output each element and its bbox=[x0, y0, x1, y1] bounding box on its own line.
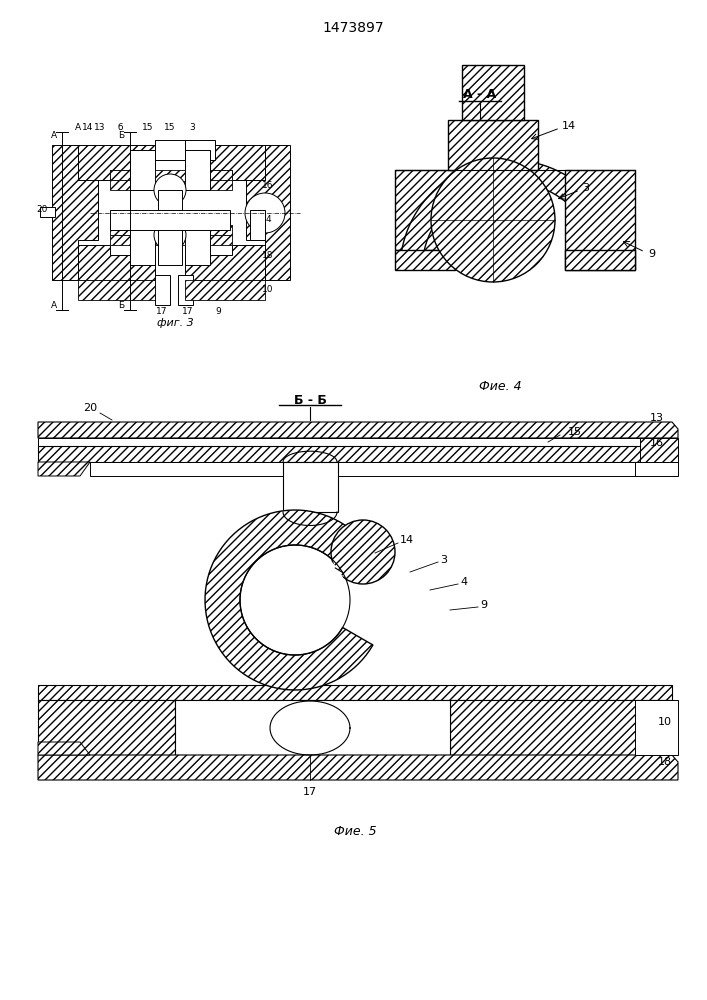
Polygon shape bbox=[185, 245, 265, 280]
Circle shape bbox=[245, 193, 285, 233]
Polygon shape bbox=[565, 170, 635, 270]
Text: A - A: A - A bbox=[463, 89, 496, 102]
Polygon shape bbox=[185, 280, 265, 300]
Text: 18: 18 bbox=[658, 757, 672, 767]
Polygon shape bbox=[38, 742, 90, 755]
Polygon shape bbox=[205, 510, 373, 690]
Bar bbox=[635, 462, 678, 476]
Polygon shape bbox=[185, 170, 232, 180]
Polygon shape bbox=[38, 700, 175, 755]
Text: 3: 3 bbox=[582, 183, 589, 193]
Bar bbox=[130, 150, 155, 190]
Text: 9: 9 bbox=[215, 308, 221, 316]
Text: 14: 14 bbox=[562, 121, 576, 131]
Bar bbox=[158, 190, 182, 265]
Polygon shape bbox=[38, 755, 678, 780]
Circle shape bbox=[331, 520, 395, 584]
Bar bbox=[250, 210, 265, 240]
Polygon shape bbox=[395, 170, 455, 250]
Bar bbox=[90, 462, 635, 476]
Text: 16: 16 bbox=[262, 180, 274, 190]
Text: 9: 9 bbox=[480, 600, 487, 610]
Bar bbox=[185, 225, 210, 265]
Polygon shape bbox=[450, 700, 672, 755]
Polygon shape bbox=[185, 235, 232, 245]
Text: 1473897: 1473897 bbox=[322, 21, 384, 35]
Bar bbox=[38, 438, 672, 446]
Polygon shape bbox=[110, 235, 155, 245]
Text: 4: 4 bbox=[265, 216, 271, 225]
Text: 15: 15 bbox=[568, 427, 582, 437]
Bar bbox=[110, 210, 230, 230]
Bar bbox=[185, 150, 210, 190]
Bar bbox=[635, 700, 678, 755]
Bar bbox=[155, 140, 185, 160]
Text: фиг. 3: фиг. 3 bbox=[157, 318, 194, 328]
Text: 17: 17 bbox=[156, 308, 168, 316]
Text: 10: 10 bbox=[262, 286, 274, 294]
Text: 16: 16 bbox=[650, 438, 664, 448]
Polygon shape bbox=[38, 422, 678, 438]
Bar bbox=[283, 462, 338, 512]
Text: A: A bbox=[51, 302, 57, 310]
Text: Фие. 5: Фие. 5 bbox=[334, 825, 376, 838]
Polygon shape bbox=[185, 180, 232, 190]
Text: 13: 13 bbox=[650, 413, 664, 423]
Polygon shape bbox=[395, 250, 455, 270]
Bar bbox=[178, 275, 193, 305]
Circle shape bbox=[431, 158, 555, 282]
Circle shape bbox=[154, 174, 186, 206]
Text: Фие. 4: Фие. 4 bbox=[479, 380, 521, 393]
Polygon shape bbox=[110, 170, 155, 180]
Circle shape bbox=[154, 219, 186, 251]
Text: 15: 15 bbox=[142, 123, 153, 132]
Polygon shape bbox=[38, 462, 90, 476]
Bar bbox=[155, 275, 170, 305]
Polygon shape bbox=[52, 145, 98, 280]
Polygon shape bbox=[185, 145, 265, 180]
Polygon shape bbox=[462, 65, 524, 120]
Text: 20: 20 bbox=[36, 206, 47, 215]
Polygon shape bbox=[640, 438, 678, 462]
Polygon shape bbox=[110, 180, 155, 190]
Text: 3: 3 bbox=[440, 555, 447, 565]
Text: 3: 3 bbox=[189, 123, 195, 132]
Text: 4: 4 bbox=[460, 577, 467, 587]
Polygon shape bbox=[155, 170, 185, 190]
Text: Б - Б: Б - Б bbox=[293, 393, 327, 406]
Polygon shape bbox=[38, 685, 672, 700]
Text: Б: Б bbox=[118, 131, 124, 140]
Text: 17: 17 bbox=[182, 308, 194, 316]
Text: 9: 9 bbox=[648, 249, 655, 259]
Polygon shape bbox=[246, 145, 290, 280]
Polygon shape bbox=[78, 280, 155, 300]
Polygon shape bbox=[185, 225, 232, 235]
Text: A: A bbox=[51, 131, 57, 140]
Bar bbox=[175, 700, 450, 755]
Text: Б: Б bbox=[118, 302, 124, 310]
Text: 17: 17 bbox=[303, 787, 317, 797]
Polygon shape bbox=[110, 225, 155, 235]
Polygon shape bbox=[565, 250, 635, 270]
Text: 20: 20 bbox=[83, 403, 97, 413]
Polygon shape bbox=[78, 145, 155, 180]
Text: 14: 14 bbox=[82, 123, 94, 132]
Text: б: б bbox=[117, 123, 123, 132]
Polygon shape bbox=[400, 160, 620, 270]
Text: A: A bbox=[75, 123, 81, 132]
Polygon shape bbox=[448, 120, 538, 170]
Text: 10: 10 bbox=[658, 717, 672, 727]
Text: 14: 14 bbox=[400, 535, 414, 545]
Bar bbox=[185, 140, 215, 160]
Text: 15: 15 bbox=[164, 123, 176, 132]
Polygon shape bbox=[155, 225, 185, 245]
Circle shape bbox=[242, 547, 348, 653]
Text: 18: 18 bbox=[262, 250, 274, 259]
Bar bbox=[130, 225, 155, 265]
Text: 13: 13 bbox=[94, 123, 106, 132]
Bar bbox=[40, 207, 55, 217]
Polygon shape bbox=[38, 446, 672, 462]
Polygon shape bbox=[78, 245, 155, 280]
